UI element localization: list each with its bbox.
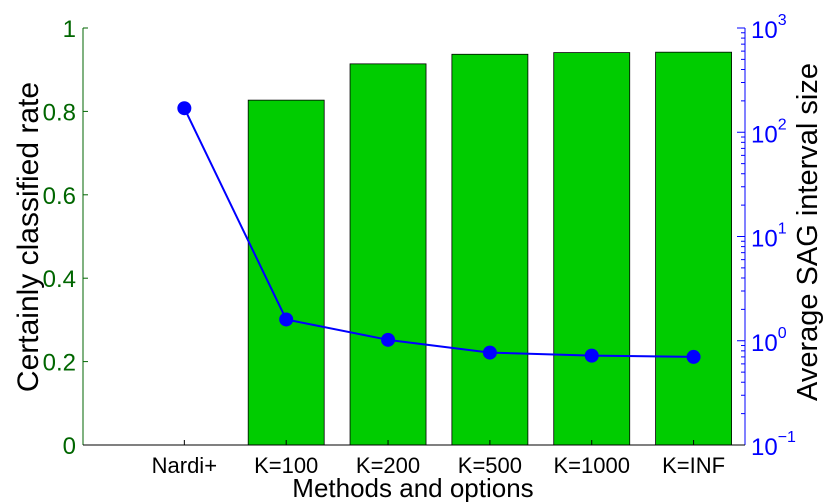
bar-3 <box>349 63 427 446</box>
right-tick-label: 103 <box>751 12 787 44</box>
left-tick-label: 0.8 <box>43 99 76 126</box>
x-tick-label: K=500 <box>458 453 522 478</box>
left-tick-label: 0.6 <box>43 183 76 210</box>
left-tick-label: 0.2 <box>43 350 76 377</box>
x-tick-label: K=INF <box>662 453 725 478</box>
left-tick-label: 0.4 <box>43 266 76 293</box>
bar-4 <box>451 53 529 446</box>
x-tick-label: K=100 <box>254 453 318 478</box>
right-tick-label: 10−1 <box>751 429 796 461</box>
y2-axis-label: Average SAG interval size <box>792 63 824 401</box>
x-tick-label: Nardi+ <box>152 453 217 478</box>
line-point-4 <box>482 345 497 360</box>
left-axis: 0 0.2 0.4 0.6 0.8 1 <box>43 16 88 460</box>
line-point-3 <box>381 332 396 347</box>
x-axis: Nardi+ K=100 K=200 K=500 K=1000 K=INF <box>83 440 745 478</box>
right-tick-label: 102 <box>751 116 787 148</box>
right-tick-label: 100 <box>751 325 787 357</box>
x-axis-label: Methods and options <box>292 473 533 502</box>
line-point-1 <box>177 101 192 116</box>
bar-6 <box>655 51 732 446</box>
line-series <box>177 101 701 364</box>
bar-5 <box>553 52 631 446</box>
bar-2 <box>247 99 325 446</box>
line-point-5 <box>584 348 599 363</box>
bar-series <box>247 51 732 446</box>
right-tick-label: 101 <box>751 221 787 253</box>
line-point-6 <box>686 349 701 364</box>
right-axis: 10−1 100 101 102 103 <box>737 12 796 461</box>
left-tick-label: 1 <box>63 16 76 43</box>
left-tick-label: 0 <box>63 433 76 460</box>
x-tick-label: K=200 <box>356 453 420 478</box>
x-tick-label: K=1000 <box>553 453 629 478</box>
y-axis-label: Certainly classified rate <box>12 82 45 392</box>
series-line <box>183 107 694 358</box>
line-point-2 <box>279 312 294 327</box>
